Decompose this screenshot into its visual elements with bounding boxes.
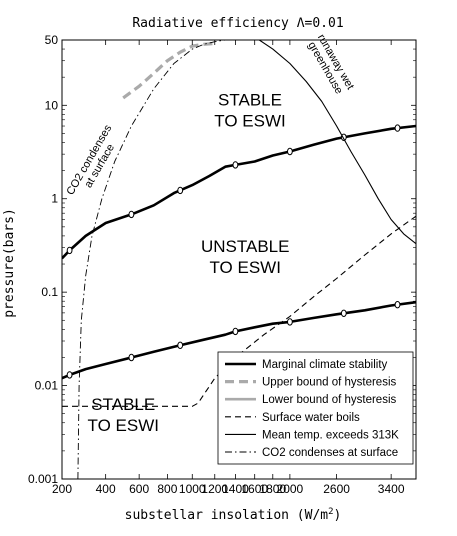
series-line-1 bbox=[62, 124, 416, 260]
series-line-3 bbox=[122, 41, 215, 100]
region-label-line: TO ESWI bbox=[214, 111, 285, 130]
data-point-1-2 bbox=[128, 210, 135, 219]
x-tick-label: 800 bbox=[157, 482, 177, 496]
legend: Marginal climate stability Upper bound of… bbox=[217, 351, 414, 465]
data-point-1-7 bbox=[394, 124, 401, 132]
region-label-line: STABLE bbox=[91, 395, 155, 414]
x-tick-label: 600 bbox=[129, 482, 149, 496]
data-point-2-6 bbox=[340, 309, 347, 317]
plot-frame bbox=[61, 39, 417, 480]
x-tick-label: 2000 bbox=[277, 482, 304, 496]
x-tick-label: 200 bbox=[52, 482, 72, 496]
x-tick-label: 1800 bbox=[259, 482, 286, 496]
x-tick-label: 1000 bbox=[179, 482, 206, 496]
legend-box bbox=[217, 351, 414, 465]
series-group bbox=[62, 40, 416, 479]
series-line-4 bbox=[62, 215, 416, 407]
x-tick-label: 1400 bbox=[222, 482, 249, 496]
x-axis-label-main: substellar insolation (W/m bbox=[125, 508, 329, 523]
data-point-1-4 bbox=[232, 161, 239, 169]
data-point-1-5 bbox=[287, 147, 293, 156]
x-axis-label: substellar insolation (W/m2) bbox=[125, 507, 342, 523]
legend-entry-label: CO2 condenses at surface bbox=[262, 447, 398, 459]
data-point-1-3 bbox=[177, 186, 184, 195]
x-axis-label-sup: 2 bbox=[328, 507, 333, 517]
curve-label-2: runaway wetgreenhouse bbox=[305, 32, 357, 97]
x-axis-label-close: ) bbox=[334, 508, 342, 523]
legend-entry-label: Lower bound of hysteresis bbox=[262, 394, 396, 406]
data-point-2-2 bbox=[128, 353, 135, 362]
data-point-2-3 bbox=[177, 341, 184, 349]
region-label-line: TO ESWI bbox=[88, 416, 159, 435]
y-tick-label: 10 bbox=[45, 98, 59, 112]
data-point-2-1 bbox=[66, 371, 73, 379]
data-point-2-4 bbox=[232, 327, 239, 336]
y-tick-label: 0.1 bbox=[41, 285, 58, 299]
series-line-5 bbox=[258, 40, 416, 245]
data-point-1-1 bbox=[66, 246, 73, 255]
data-point-2-7 bbox=[394, 301, 401, 309]
y-tick-label: 1 bbox=[51, 192, 58, 206]
y-axis-label: pressure(bars) bbox=[2, 208, 17, 318]
x-tick-label: 3400 bbox=[378, 482, 405, 496]
legend-entry-label: Surface water boils bbox=[262, 412, 360, 424]
region-label-1: STABLE TO ESWI bbox=[214, 90, 285, 130]
x-tick-label: 1200 bbox=[201, 482, 228, 496]
region-label-line: STABLE bbox=[218, 90, 282, 109]
x-tick-label: 2600 bbox=[323, 482, 350, 496]
curve-label-1: CO2 condensesat surface bbox=[64, 122, 124, 203]
y-tick-label: 50 bbox=[45, 33, 59, 47]
region-label-3: STABLE TO ESWI bbox=[88, 395, 159, 435]
data-point-2-5 bbox=[287, 318, 293, 326]
legend-entry-label: Mean temp. exceeds 313K bbox=[262, 429, 399, 441]
region-label-2: UNSTABLE TO ESWI bbox=[201, 237, 290, 277]
region-label-line: TO ESWI bbox=[209, 258, 280, 277]
legend-entry-label: Marginal climate stability bbox=[262, 359, 388, 371]
series-line-6 bbox=[77, 40, 226, 479]
y-tick-label: 0.001 bbox=[28, 472, 58, 486]
legend-entry-label: Upper bound of hysteresis bbox=[262, 377, 396, 389]
chart-title: Radiative efficiency Λ=0.01 bbox=[132, 16, 343, 31]
x-tick-label: 400 bbox=[96, 482, 116, 496]
x-tick-label: 1600 bbox=[241, 482, 268, 496]
region-label-line: UNSTABLE bbox=[201, 237, 290, 256]
y-tick-label: 0.01 bbox=[35, 379, 59, 393]
